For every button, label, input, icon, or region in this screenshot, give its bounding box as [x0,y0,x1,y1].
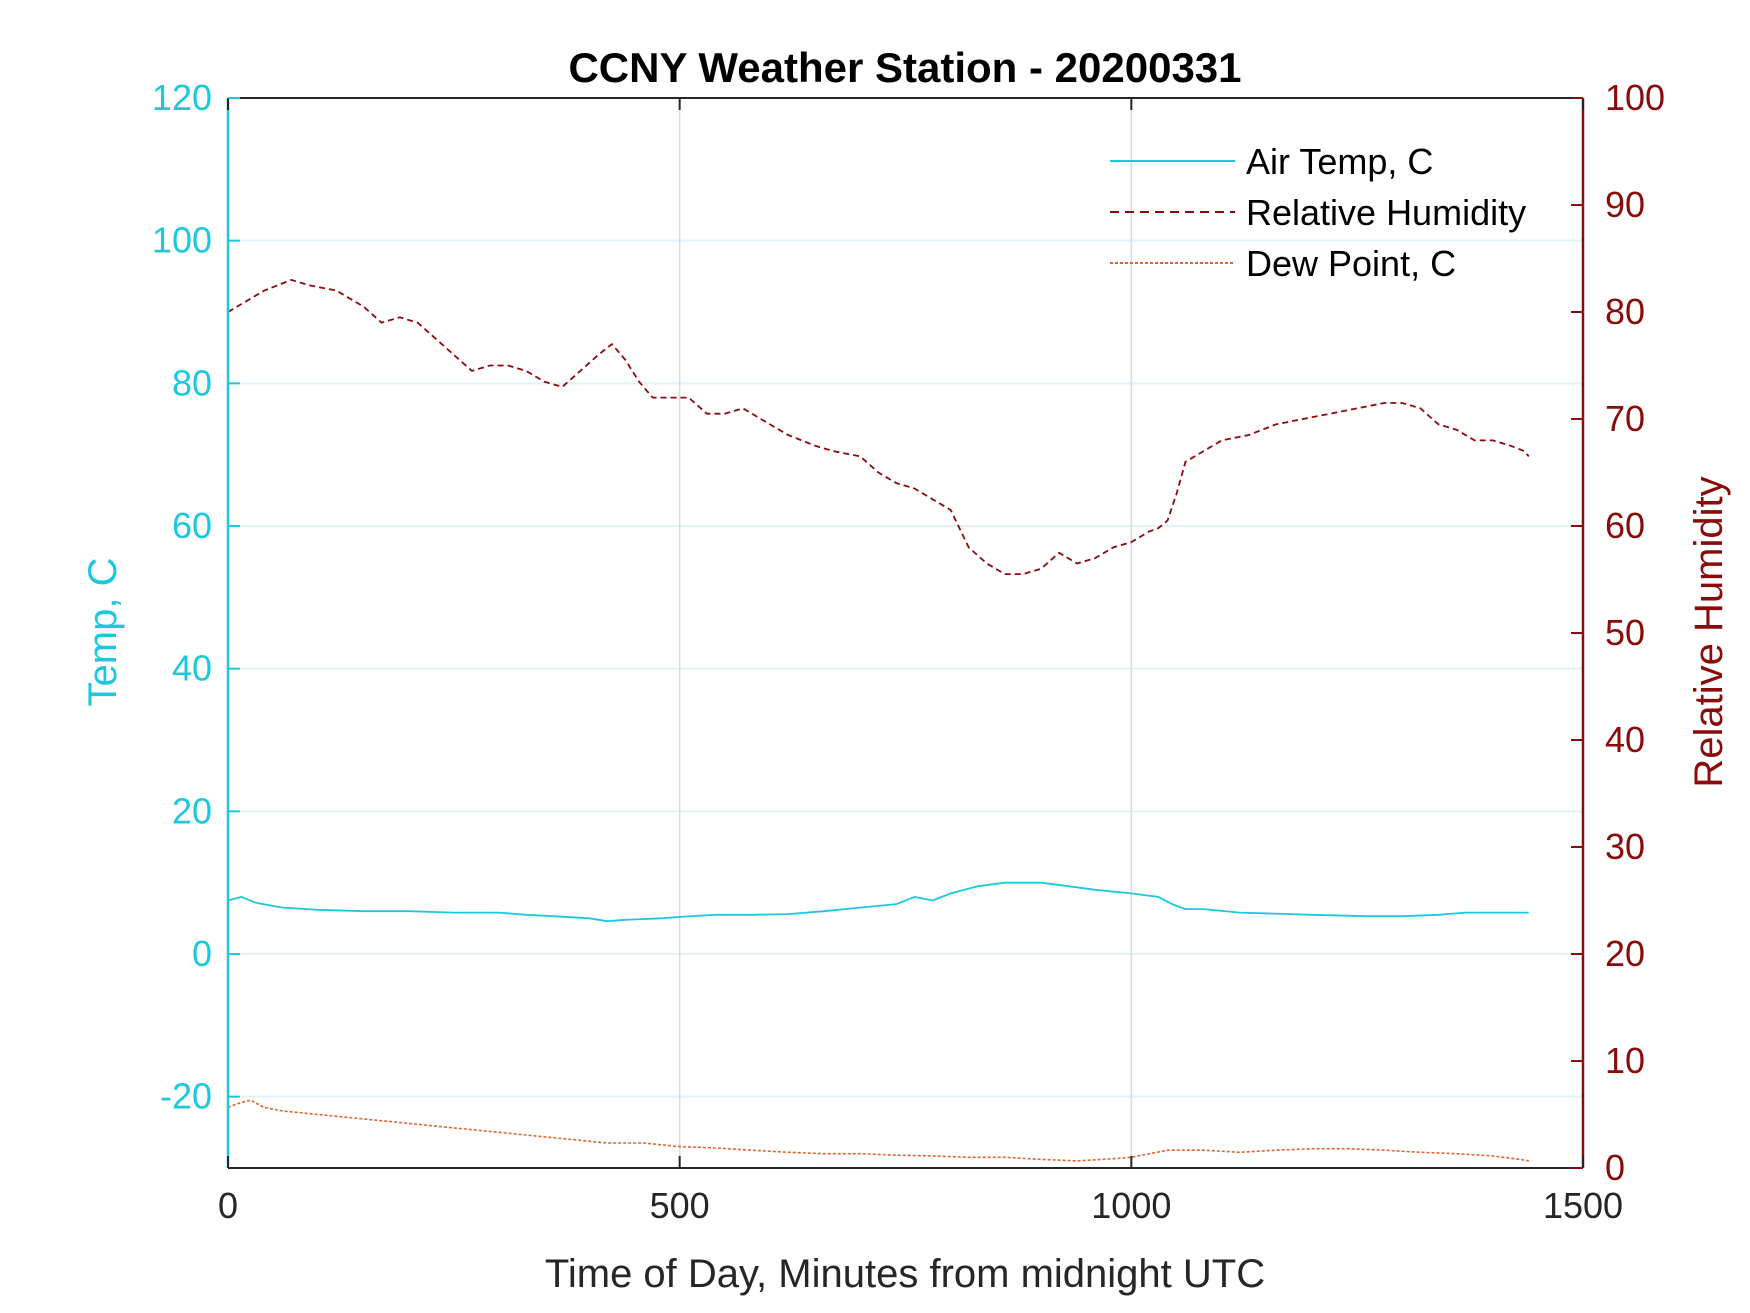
y-right-tick-label-2: 20 [1605,933,1645,974]
y-right-tick-label-4: 40 [1605,719,1645,760]
legend: Air Temp, C Relative Humidity Dew Point,… [1110,141,1526,284]
x-tick-label-2: 1000 [1091,1185,1171,1226]
x-tick-label-0: 0 [218,1185,238,1226]
y-left-tick-label-1: 0 [192,933,212,974]
y-right-tick-label-10: 100 [1605,77,1665,118]
y-right-tick-label-9: 90 [1605,184,1645,225]
y-left-tick-label-4: 60 [172,505,212,546]
series-line-air-temp-c [227,881,1529,923]
y-right-tick-label-7: 70 [1605,398,1645,439]
y-right-tick-label-5: 50 [1605,612,1645,653]
y-right-tick-label-1: 10 [1605,1040,1645,1081]
y-left-tick-label-6: 100 [152,220,212,261]
x-tick-label-3: 1500 [1543,1185,1623,1226]
y-left-tick-label-5: 80 [172,362,212,403]
y-axis-left-label: Temp, C [81,558,125,707]
y-left-tick-label-0: -20 [160,1076,212,1117]
y-right-tick-label-0: 0 [1605,1147,1625,1188]
tick-labels: 0 500 1000 1500 -20 0 20 40 60 80 100 120 0 10 20 30 40 5… [152,77,1665,1226]
legend-label-air-temp: Air Temp, C [1246,141,1433,182]
x-axis-label: Time of Day, Minutes from midnight UTC [545,1252,1265,1296]
y-left-tick-label-2: 20 [172,790,212,831]
axes [226,97,1585,1169]
series-line-relative-humidity [227,278,1530,575]
chart-title: CCNY Weather Station - 20200331 [568,44,1241,91]
series-line-dew-point-c [227,1099,1529,1162]
series-layer [227,278,1530,1162]
y-right-tick-label-6: 60 [1605,505,1645,546]
y-right-tick-label-3: 30 [1605,826,1645,867]
y-left-tick-label-7: 120 [152,77,212,118]
y-right-tick-label-8: 80 [1605,291,1645,332]
legend-label-dew-point: Dew Point, C [1246,243,1456,284]
y-axis-right-label: Relative Humidity [1687,476,1731,787]
x-tick-label-1: 500 [650,1185,710,1226]
y-left-tick-label-3: 40 [172,648,212,689]
legend-label-relative-humidity: Relative Humidity [1246,192,1526,233]
